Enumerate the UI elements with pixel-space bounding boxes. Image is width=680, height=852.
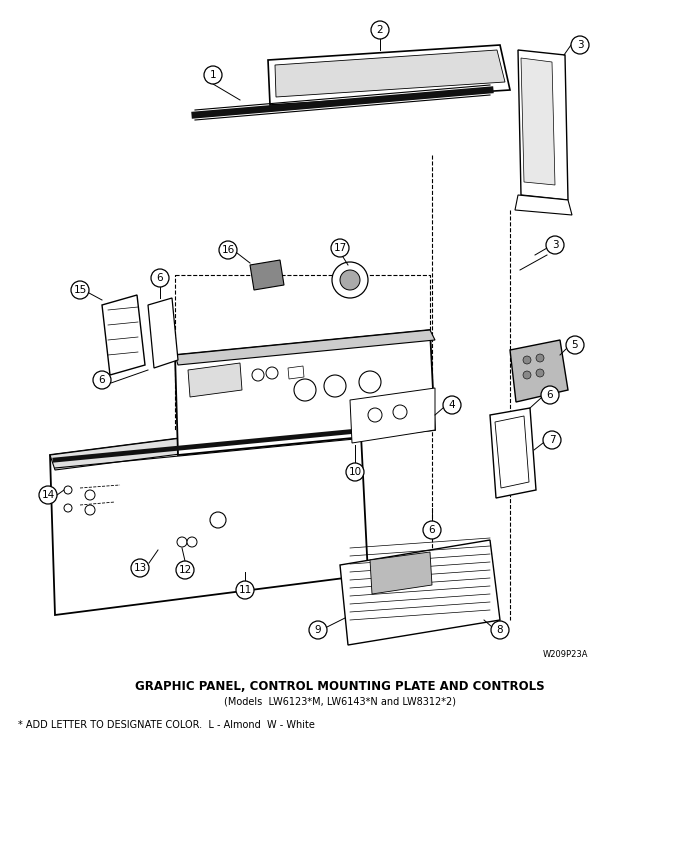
Polygon shape [50,415,368,470]
Ellipse shape [566,336,584,354]
Ellipse shape [543,431,561,449]
Circle shape [536,369,544,377]
Ellipse shape [204,66,222,84]
Polygon shape [148,298,178,368]
Text: (Models  LW6123*M, LW6143*N and LW8312*2): (Models LW6123*M, LW6143*N and LW8312*2) [224,697,456,707]
Text: 3: 3 [577,40,583,50]
Polygon shape [521,58,555,185]
Polygon shape [50,415,368,615]
Text: 15: 15 [73,285,86,295]
Text: 6: 6 [156,273,163,283]
Circle shape [340,270,360,290]
Ellipse shape [443,396,461,414]
Circle shape [536,354,544,362]
Text: * ADD LETTER TO DESIGNATE COLOR.  L - Almond  W - White: * ADD LETTER TO DESIGNATE COLOR. L - Alm… [18,720,315,730]
Polygon shape [102,295,145,375]
Ellipse shape [546,236,564,254]
Text: 3: 3 [551,240,558,250]
Polygon shape [288,366,304,379]
Polygon shape [495,416,529,488]
Polygon shape [350,388,435,443]
Text: 1: 1 [209,70,216,80]
Polygon shape [250,260,284,290]
Circle shape [187,537,197,547]
Text: 13: 13 [133,563,147,573]
Ellipse shape [39,486,57,504]
Polygon shape [518,50,568,200]
Ellipse shape [571,36,589,54]
Text: 7: 7 [549,435,556,445]
Text: 4: 4 [449,400,456,410]
Polygon shape [510,340,568,402]
Text: 2: 2 [377,25,384,35]
Ellipse shape [151,269,169,287]
Ellipse shape [131,559,149,577]
Text: 14: 14 [41,490,54,500]
Ellipse shape [346,463,364,481]
Circle shape [523,356,531,364]
Text: 8: 8 [496,625,503,635]
Polygon shape [175,330,435,365]
Text: GRAPHIC PANEL, CONTROL MOUNTING PLATE AND CONTROLS: GRAPHIC PANEL, CONTROL MOUNTING PLATE AN… [135,680,545,693]
Ellipse shape [176,561,194,579]
Ellipse shape [71,281,89,299]
Text: 6: 6 [99,375,105,385]
Polygon shape [188,363,242,397]
Text: 6: 6 [547,390,554,400]
Circle shape [177,537,187,547]
Text: 9: 9 [315,625,322,635]
Text: 10: 10 [348,467,362,477]
Polygon shape [275,50,505,97]
Polygon shape [370,552,432,594]
Polygon shape [490,408,536,498]
Text: 16: 16 [222,245,235,255]
Polygon shape [268,45,510,105]
Ellipse shape [219,241,237,259]
Ellipse shape [331,239,349,257]
Text: 6: 6 [428,525,435,535]
Text: 5: 5 [572,340,578,350]
Ellipse shape [423,521,441,539]
Circle shape [523,371,531,379]
Polygon shape [340,540,500,645]
Text: 12: 12 [178,565,192,575]
Text: 11: 11 [239,585,252,595]
Circle shape [332,262,368,298]
Ellipse shape [541,386,559,404]
Ellipse shape [309,621,327,639]
Ellipse shape [491,621,509,639]
Ellipse shape [93,371,111,389]
Ellipse shape [236,581,254,599]
Polygon shape [175,330,435,455]
Text: 17: 17 [333,243,347,253]
Polygon shape [515,195,572,215]
Ellipse shape [371,21,389,39]
Text: W209P23A: W209P23A [543,650,588,659]
